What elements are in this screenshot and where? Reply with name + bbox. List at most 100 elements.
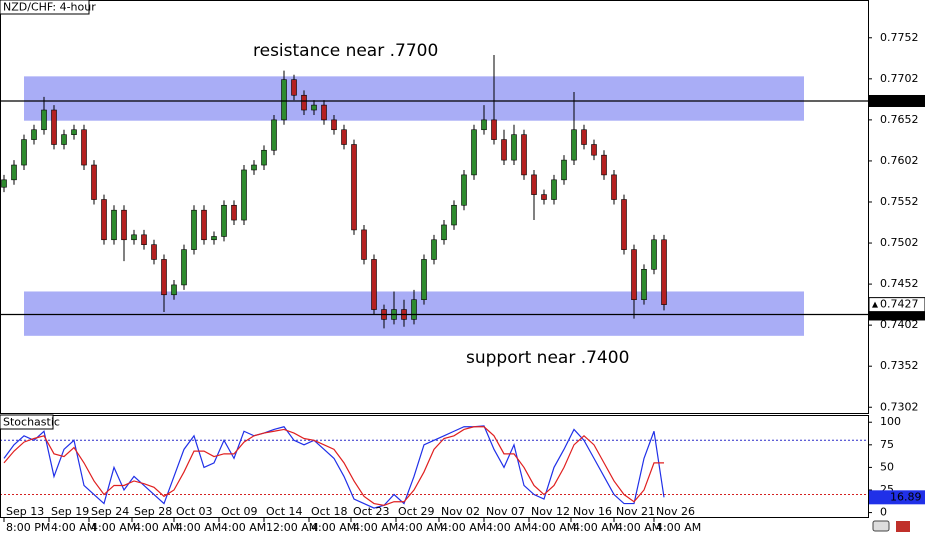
x-tick-sublabel: 4:00 AM: [221, 521, 266, 534]
candle-body: [251, 164, 257, 171]
candle-body: [311, 104, 317, 111]
candle-body: [611, 174, 617, 200]
candle-body: [411, 299, 417, 320]
x-tick-label: Sep 24: [91, 505, 129, 518]
price-panel-frame: [0, 0, 869, 414]
candle-body: [31, 129, 37, 140]
price-label: 0.7675: [880, 94, 919, 107]
stochastic-title: Stochastic: [3, 416, 60, 429]
candle-body: [141, 234, 147, 245]
candle-body: [521, 134, 527, 176]
x-tick-sublabel: 4:00 AM: [51, 521, 96, 534]
candle-body: [161, 259, 167, 296]
x-tick-sublabel: 4:00 AM: [91, 521, 136, 534]
y-tick-label: 75: [880, 438, 894, 451]
candle-body: [571, 129, 577, 161]
candle-body: [631, 249, 637, 300]
x-tick-sublabel: 12:00 AM: [266, 521, 318, 534]
candle-body: [21, 139, 27, 166]
x-tick-sublabel: 4:00 AM: [176, 521, 221, 534]
x-tick-label: Oct 03: [176, 505, 213, 518]
x-tick-label: Nov 02: [441, 505, 480, 518]
current-price-label: 0.7427: [880, 298, 919, 311]
candle-body: [261, 149, 267, 166]
x-tick-label: Nov 12: [531, 505, 570, 518]
candle-body: [51, 109, 57, 145]
zone: [24, 76, 804, 121]
candle-body: [151, 244, 157, 260]
plot-area: [0, 55, 868, 509]
y-tick-label: 50: [880, 460, 894, 473]
x-tick-label: Oct 14: [266, 505, 303, 518]
candle-body: [11, 164, 17, 181]
candle-body: [111, 209, 117, 241]
x-tick-label: Oct 23: [353, 505, 390, 518]
candle-body: [101, 199, 107, 241]
price-label-box: [869, 94, 925, 107]
candle-body: [421, 259, 427, 300]
x-tick-label: Sep 28: [134, 505, 172, 518]
stochastic-title-box: [0, 414, 54, 430]
x-tick-sublabel: 4:00 AM: [616, 521, 661, 534]
y-tick-label: 0.7552: [880, 195, 919, 208]
candle-body: [531, 174, 537, 195]
candle-body: [561, 159, 567, 181]
x-tick-sublabel: 4:00 AM: [134, 521, 179, 534]
x-tick-sublabel: 4:00 AM: [486, 521, 531, 534]
x-tick-sublabel: 4:00 AM: [531, 521, 576, 534]
candle-body: [321, 104, 327, 121]
candle-body: [221, 204, 227, 237]
candle-body: [621, 199, 627, 250]
x-tick-label: Nov 26: [656, 505, 695, 518]
candle-body: [191, 209, 197, 250]
scroll-icon[interactable]: [872, 520, 890, 532]
x-tick-label: Oct 29: [398, 505, 435, 518]
candle-body: [471, 129, 477, 176]
x-tick-sublabel: 4:00 AM: [656, 521, 701, 534]
candle-body: [91, 164, 97, 200]
candle-body: [361, 229, 367, 260]
y-tick-label: 0: [880, 506, 887, 519]
candle-body: [351, 144, 357, 231]
x-tick-label: Nov 07: [486, 505, 525, 518]
annotation: support near .7400: [466, 348, 629, 368]
candle-body: [41, 109, 47, 131]
candle-body: [171, 284, 177, 296]
candle-body: [201, 209, 207, 241]
annotation: resistance near .7700: [253, 41, 438, 61]
x-tick-sublabel: 4:00 AM: [398, 521, 443, 534]
candle-body: [641, 269, 647, 300]
candle-body: [331, 119, 337, 131]
candle-body: [491, 119, 497, 140]
current-value-box: [869, 490, 925, 505]
candle-body: [551, 179, 557, 200]
x-tick-label: Oct 09: [221, 505, 258, 518]
x-tick-sublabel: 4:00 AM: [441, 521, 486, 534]
candle-body: [371, 259, 377, 310]
shift-icon[interactable]: [896, 521, 910, 532]
title-box: [0, 0, 90, 15]
candle-body: [511, 134, 517, 161]
stochastic-panel-frame: [0, 415, 869, 518]
current-price-box: [868, 297, 925, 313]
x-tick-label: Sep 19: [51, 505, 89, 518]
candle-body: [241, 169, 247, 221]
chart-title: NZD/CHF: 4-hour: [3, 1, 96, 14]
x-tick-sublabel: 4:00 AM: [353, 521, 398, 534]
x-tick-label: Nov 21: [616, 505, 655, 518]
candle-body: [581, 129, 587, 145]
y-tick-label: 100: [880, 415, 901, 428]
candle-body: [651, 239, 657, 270]
y-tick-label: 0.7702: [880, 72, 919, 85]
y-tick-label: 0.7502: [880, 236, 919, 249]
current-price-marker: [872, 301, 878, 308]
candle-body: [481, 119, 487, 131]
y-tick-label: 0.7452: [880, 277, 919, 290]
candle-body: [501, 139, 507, 161]
x-tick-sublabel: 4:00 AM: [311, 521, 356, 534]
current-value-label: 16.89: [890, 490, 922, 503]
x-tick-sublabel: 8:00 PM: [6, 521, 50, 534]
candle-body: [61, 134, 67, 145]
stochastic-line: [3, 425, 665, 509]
